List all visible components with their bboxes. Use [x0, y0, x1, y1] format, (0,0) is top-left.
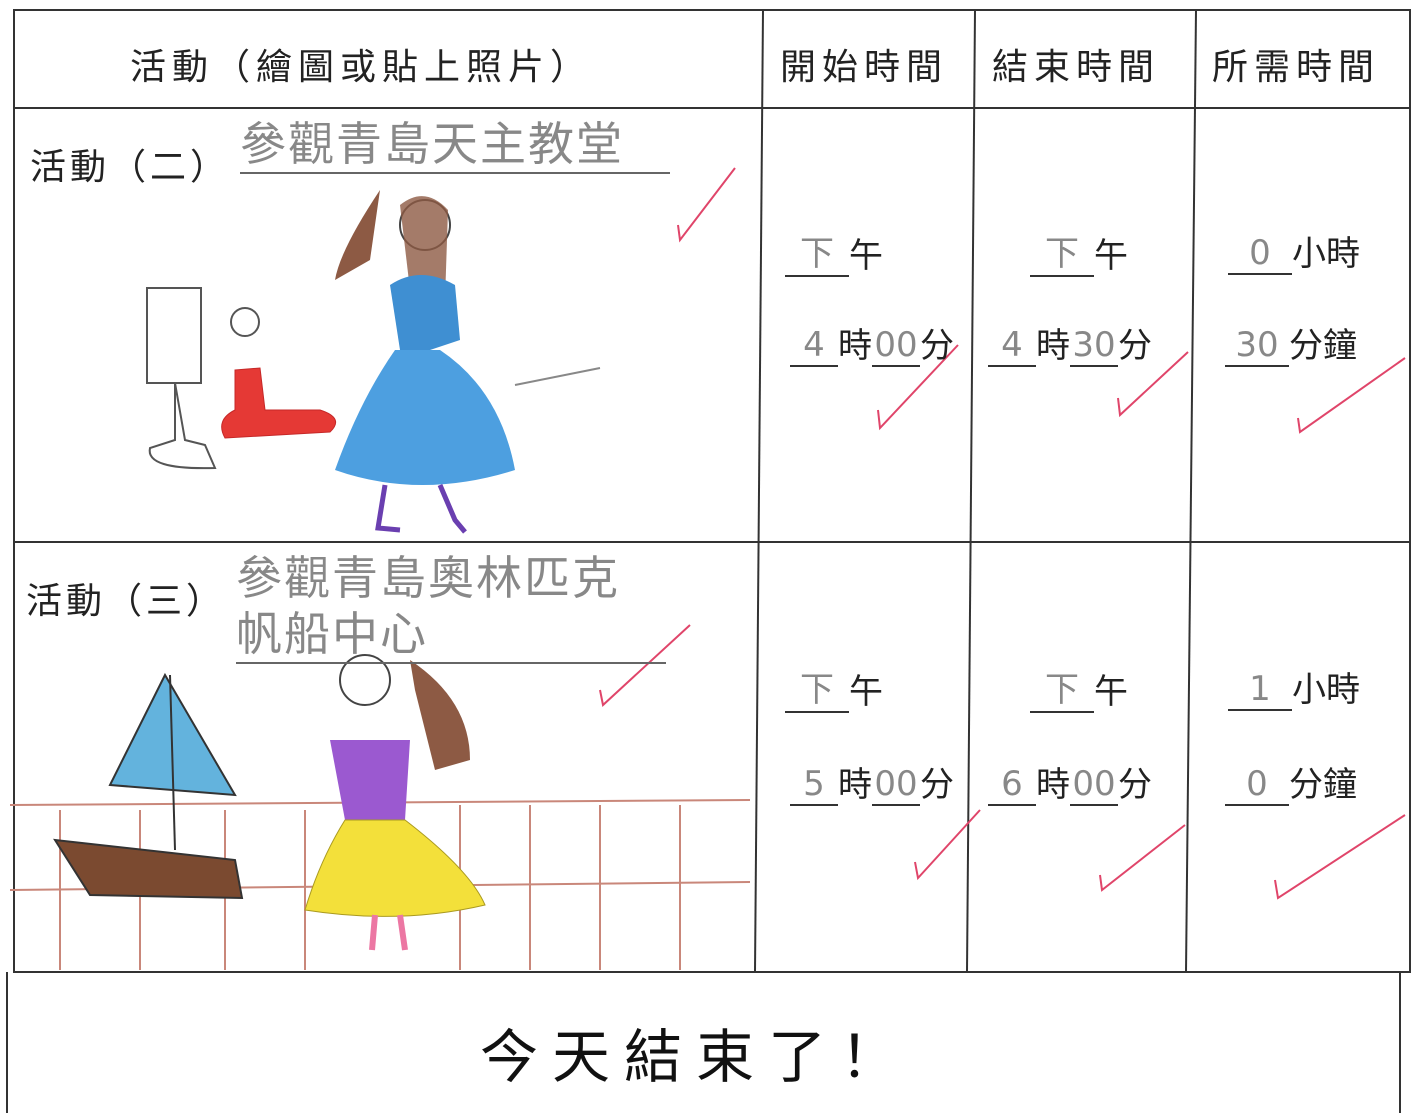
header-end: 結束時間	[992, 47, 1161, 88]
duration-line-2: 30 分鐘	[1225, 318, 1357, 367]
drawing-harbor	[9, 654, 751, 970]
unit-minute: 分	[920, 326, 954, 366]
duration-line-1: 1 小時	[1228, 662, 1360, 711]
blank-period: 下	[785, 226, 849, 277]
unit-minutes: 分鐘	[1289, 765, 1357, 805]
duration-line-2: 0 分鐘	[1225, 757, 1357, 806]
unit-hour: 時	[838, 326, 872, 366]
unit-noon: 午	[849, 236, 883, 276]
end-line-2: 6 時 00 分	[988, 757, 1152, 806]
blank-hour: 4	[988, 325, 1036, 367]
unit-hours: 小時	[1292, 234, 1360, 274]
row-label: 活動（二）	[30, 147, 231, 188]
unit-minute: 分	[1118, 765, 1152, 805]
blank-hours: 0	[1228, 233, 1292, 275]
unit-hour: 時	[1036, 326, 1070, 366]
unit-hour: 時	[1036, 765, 1070, 805]
drawing-church	[146, 190, 601, 534]
blank-hour: 6	[988, 764, 1036, 806]
blank-minute: 00	[872, 764, 920, 806]
end-line-2: 4 時 30 分	[988, 318, 1152, 367]
activity-name: 參觀青島奧林匹克帆船中心	[236, 550, 666, 664]
table-grid	[6, 9, 1411, 1113]
unit-hour: 時	[838, 765, 872, 805]
blank-minute: 00	[872, 325, 920, 367]
start-line-2: 4 時 00 分	[790, 318, 954, 367]
end-line-1: 下午	[1030, 226, 1128, 277]
header-activity: 活動（繪圖或貼上照片）	[130, 47, 593, 88]
unit-noon: 午	[849, 672, 883, 712]
blank-hour: 4	[790, 325, 838, 367]
blank-minute: 30	[1070, 325, 1118, 367]
blank-minutes: 0	[1225, 764, 1289, 806]
start-line-1: 下午	[785, 662, 883, 713]
unit-minutes: 分鐘	[1289, 326, 1357, 366]
blank-period: 下	[785, 662, 849, 713]
unit-hours: 小時	[1292, 670, 1360, 710]
unit-noon: 午	[1094, 672, 1128, 712]
blank-minutes: 30	[1225, 325, 1289, 367]
blank-minute: 00	[1070, 764, 1118, 806]
header-duration: 所需時間	[1212, 47, 1381, 88]
blank-period: 下	[1030, 226, 1094, 277]
unit-minute: 分	[1118, 326, 1152, 366]
blank-hour: 5	[790, 764, 838, 806]
activity-name: 參觀青島天主教堂	[240, 116, 670, 174]
start-line-1: 下午	[785, 226, 883, 277]
check-marks	[599, 167, 1406, 900]
row-label: 活動（三）	[26, 581, 227, 622]
start-line-2: 5 時 00 分	[790, 757, 954, 806]
blank-hours: 1	[1228, 669, 1292, 711]
end-line-1: 下午	[1030, 662, 1128, 713]
header-start: 開始時間	[780, 47, 949, 88]
unit-minute: 分	[920, 765, 954, 805]
duration-line-1: 0 小時	[1228, 226, 1360, 275]
footer-text: 今天結束了！	[480, 1023, 913, 1091]
blank-period: 下	[1030, 662, 1094, 713]
unit-noon: 午	[1094, 236, 1128, 276]
